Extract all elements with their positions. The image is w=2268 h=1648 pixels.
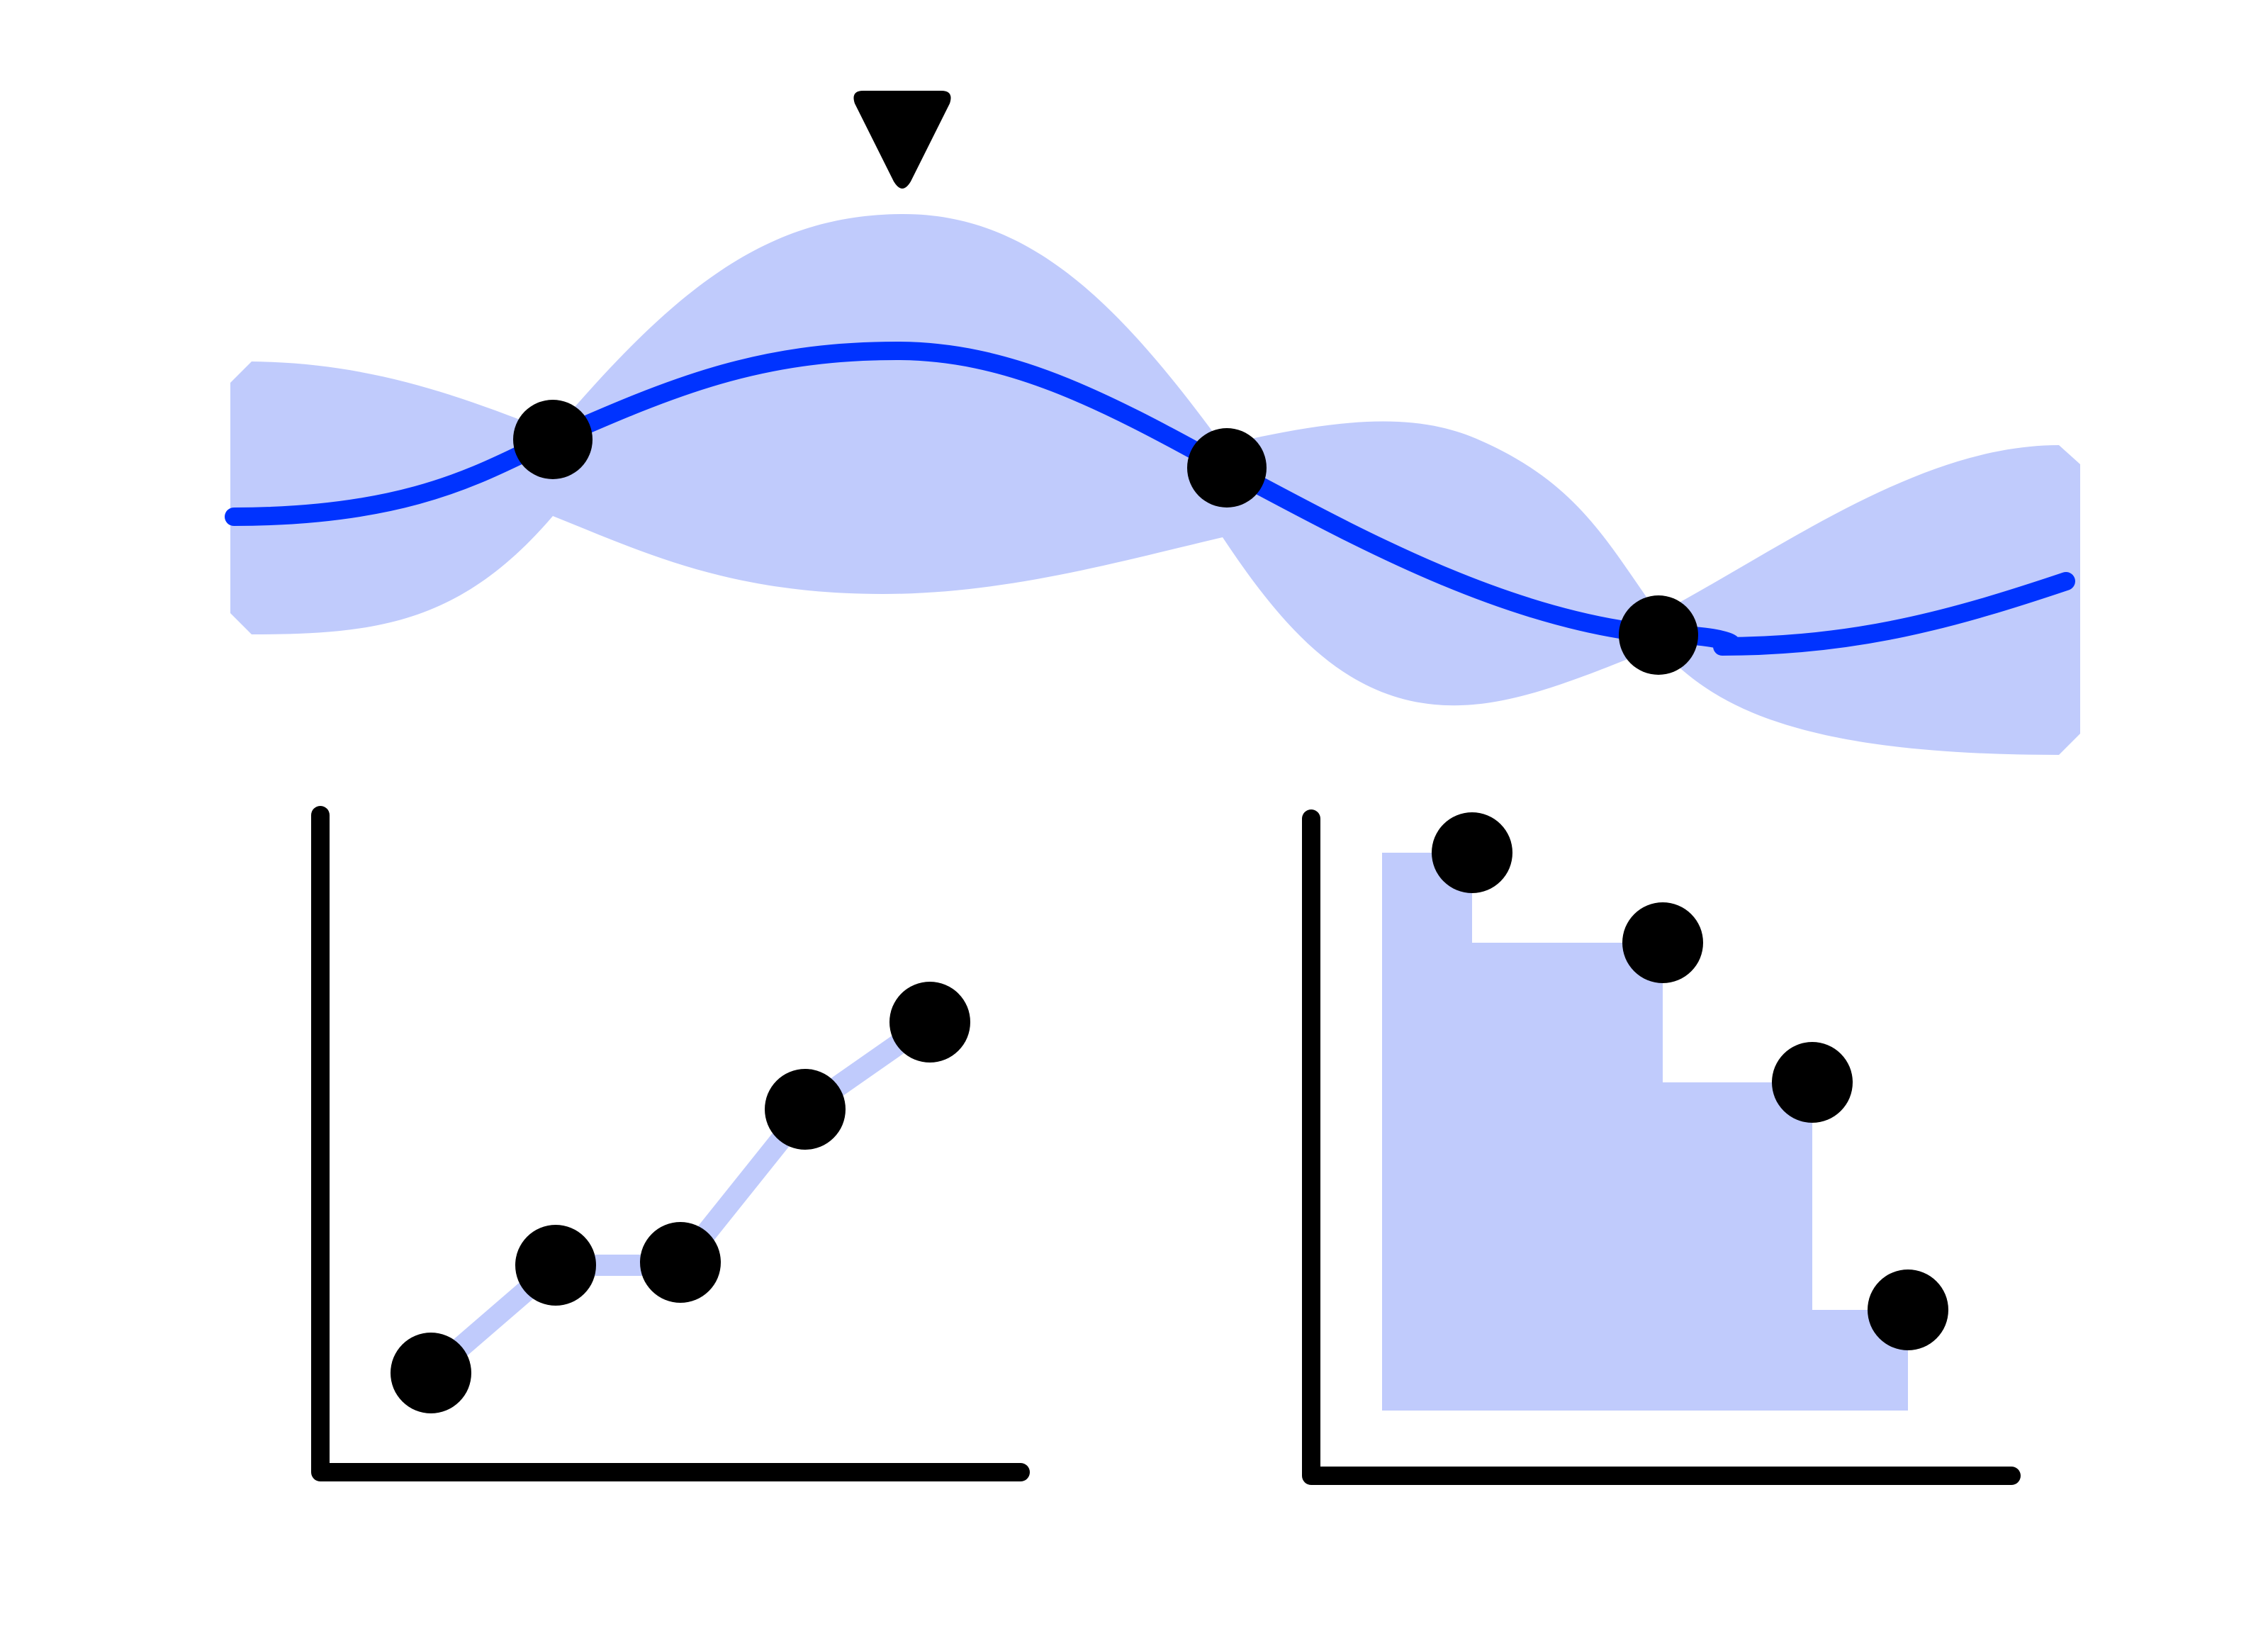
axes (311, 806, 1030, 1481)
pareto-point (1622, 902, 1703, 983)
pareto-point (1432, 812, 1512, 893)
down-triangle-icon (853, 91, 951, 189)
trace-point (889, 982, 970, 1063)
uncertainty-band (230, 214, 2080, 755)
surrogate-model-panel (225, 91, 2080, 755)
objective-trace-panel (311, 806, 1030, 1481)
trace-point (765, 1069, 846, 1150)
pareto-front-panel (1302, 809, 2021, 1485)
pareto-point (1868, 1269, 1948, 1350)
observation-point (1187, 428, 1267, 508)
trace-point (515, 1225, 596, 1306)
observation-point (1619, 595, 1698, 675)
trace-point (391, 1333, 471, 1413)
observation-point (513, 400, 593, 479)
trace-line (424, 1013, 936, 1381)
trace-point (640, 1222, 721, 1303)
axes (1302, 809, 2021, 1485)
pareto-area (1382, 853, 1908, 1411)
pareto-point (1772, 1042, 1853, 1123)
